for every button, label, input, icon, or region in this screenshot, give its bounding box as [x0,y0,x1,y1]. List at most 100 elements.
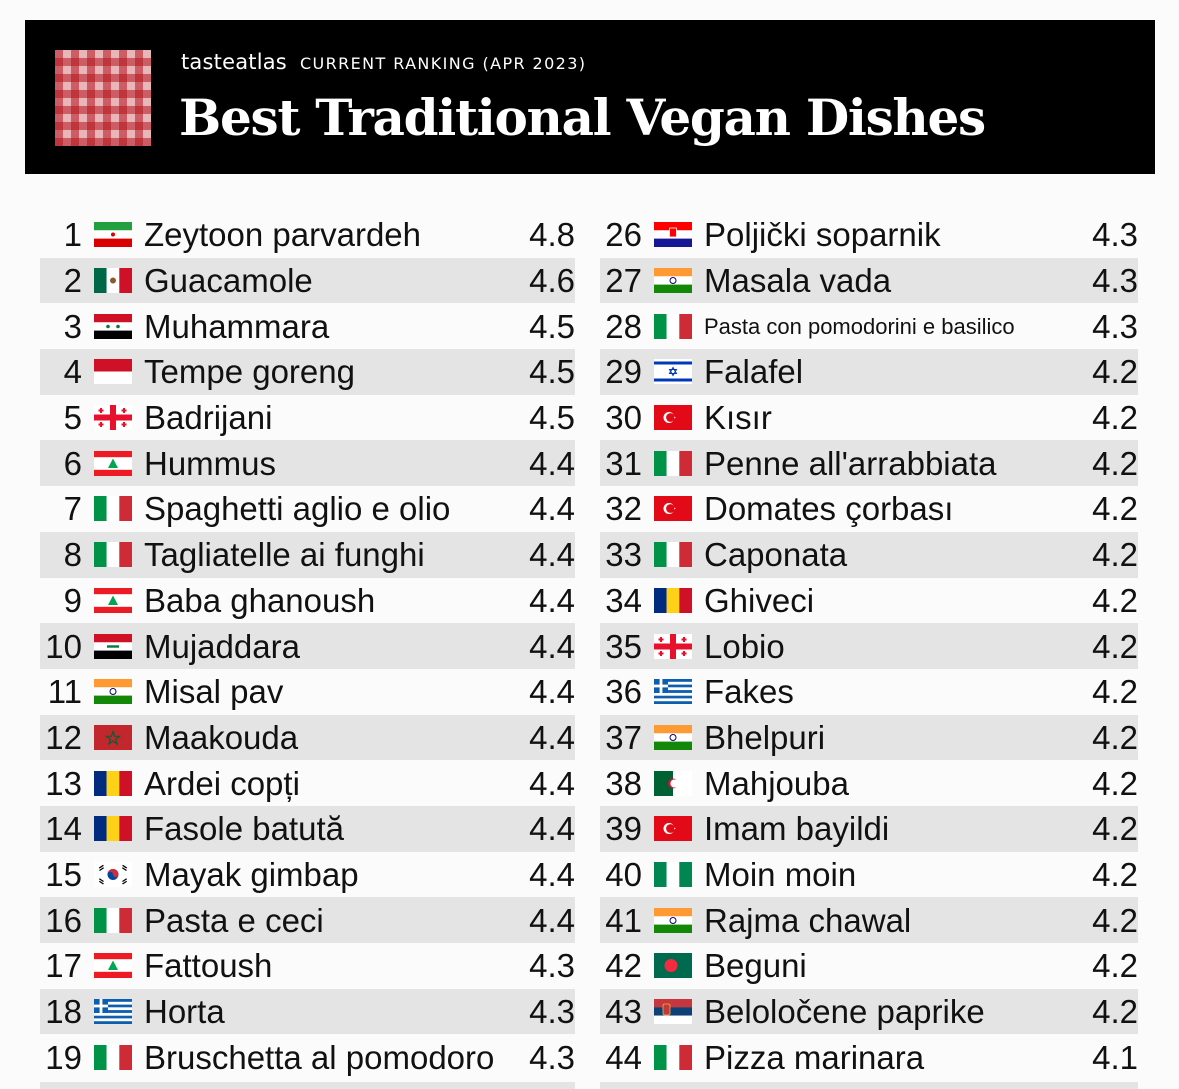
rank-number: 31 [605,444,642,482]
header-banner: tasteatlas CURRENT RANKING (APR 2023) Be… [25,20,1155,174]
dish-rating: 4.5 [529,307,575,345]
rank-number: 18 [45,993,82,1031]
rank-number: 28 [605,307,642,345]
rank-number: 41 [605,901,642,939]
italy-flag-icon [654,450,692,476]
cut-off-row-left [40,1082,575,1089]
ranking-row: 9 Baba ghanoush 4.4 [40,578,575,624]
dish-rating: 4.2 [1092,947,1138,985]
page-title: Best Traditional Vegan Dishes [179,88,986,147]
dish-name: Penne all'arrabbiata [704,444,997,482]
ranking-row: 15 Mayak gimbap 4.4 [40,852,575,898]
italy-flag-icon [94,496,132,522]
dish-rating: 4.2 [1092,993,1138,1031]
ranking-row: 12 Maakouda 4.4 [40,714,575,761]
dish-name: Tempe goreng [144,353,355,391]
dish-rating: 4.3 [529,1038,575,1076]
ranking-row: 41 Rajma chawal 4.2 [600,897,1138,943]
rank-number: 33 [605,536,642,574]
rank-number: 36 [605,673,642,711]
dish-name: Maakouda [144,718,299,756]
ranking-row: 14 Fasole batută 4.4 [40,805,575,852]
ranking-row: 33 Caponata 4.2 [600,531,1138,578]
ranking-row: 27 Masala vada 4.3 [600,257,1138,304]
dish-name: Spaghetti aglio e olio [144,490,451,528]
rank-number: 30 [605,399,642,437]
italy-flag-icon [654,313,692,339]
rank-number: 38 [605,764,642,802]
ranking-row: 10 Mujaddara 4.4 [40,623,575,669]
georgia-flag-icon [94,405,132,431]
lebanon-flag-icon [94,450,132,476]
ranking-row: 16 Pasta e ceci 4.4 [40,897,575,943]
lebanon-flag-icon [94,587,132,613]
rank-number: 7 [63,490,82,528]
ranking-column-left: 1 Zeytoon parvardeh 4.8 2 Guacamole 4.6 3 Muham… [40,212,575,1080]
dish-name: Misal pav [144,673,284,711]
georgia-flag-icon [654,633,692,659]
turkey-flag-icon [654,816,692,842]
dish-name: Horta [144,993,225,1031]
lebanon-flag-icon [94,953,132,979]
india-flag-icon [654,268,692,294]
bangladesh-flag-icon [654,953,692,979]
dish-name: Ghiveci [704,581,815,619]
dish-rating: 4.3 [529,993,575,1031]
ranking-row: 32 Domates çorbası 4.2 [600,486,1138,532]
ranking-column-right: 26 Poljički soparnik 4.3 27 Masala vada 4.3 28… [600,212,1138,1080]
indonesia-flag-icon [94,359,132,385]
brand-name: tasteatlas [181,50,287,74]
rank-number: 13 [45,764,82,802]
dish-rating: 4.5 [529,353,575,391]
dish-name: Kısır [704,399,772,437]
dish-rating: 4.4 [529,718,575,756]
ranking-row: 8 Tagliatelle ai funghi 4.4 [40,531,575,578]
ranking-row: 37 Bhelpuri 4.2 [600,714,1138,761]
mexico-flag-icon [94,268,132,294]
rank-number: 15 [45,855,82,893]
turkey-flag-icon [654,496,692,522]
dish-rating: 4.2 [1092,764,1138,802]
dish-name: Fattoush [144,947,273,985]
dish-rating: 4.2 [1092,855,1138,893]
dish-name: Lobio [704,627,785,665]
dish-name: Falafel [704,353,804,391]
nigeria-flag-icon [654,861,692,887]
rank-number: 6 [63,444,82,482]
ranking-row: 35 Lobio 4.2 [600,623,1138,669]
dish-rating: 4.2 [1092,810,1138,848]
syria-flag-icon [94,313,132,339]
ranking-row: 11 Misal pav 4.4 [40,669,575,715]
rank-number: 4 [63,353,82,391]
dish-name: Fakes [704,673,794,711]
italy-flag-icon [94,542,132,568]
rank-number: 32 [605,490,642,528]
ranking-row: 5 Badrijani 4.5 [40,395,575,441]
dish-rating: 4.3 [1092,262,1138,300]
dish-rating: 4.1 [1092,1038,1138,1076]
rank-number: 40 [605,855,642,893]
dish-rating: 4.2 [1092,353,1138,391]
dish-name: Pizza marinara [704,1038,925,1076]
dish-rating: 4.2 [1092,444,1138,482]
ranking-row: 26 Poljički soparnik 4.3 [600,212,1138,258]
dish-name: Imam bayildi [704,810,890,848]
dish-name: Muhammara [144,307,330,345]
dish-name: Rajma chawal [704,901,912,939]
ranking-row: 3 Muhammara 4.5 [40,303,575,349]
brand-line: tasteatlas CURRENT RANKING (APR 2023) [181,50,586,80]
dish-rating: 4.2 [1092,627,1138,665]
dish-name: Tagliatelle ai funghi [144,536,425,574]
ranking-row: 42 Beguni 4.2 [600,943,1138,989]
dish-name: Masala vada [704,262,892,300]
dish-rating: 4.4 [529,536,575,574]
dish-name: Moin moin [704,855,857,893]
croatia-flag-icon [654,222,692,248]
dish-name: Ardei copți [144,764,300,802]
rank-number: 2 [63,262,82,300]
dish-name: Caponata [704,536,848,574]
romania-flag-icon [94,816,132,842]
ranking-row: 13 Ardei copți 4.4 [40,760,575,806]
rank-number: 12 [45,718,82,756]
rank-number: 8 [63,536,82,574]
